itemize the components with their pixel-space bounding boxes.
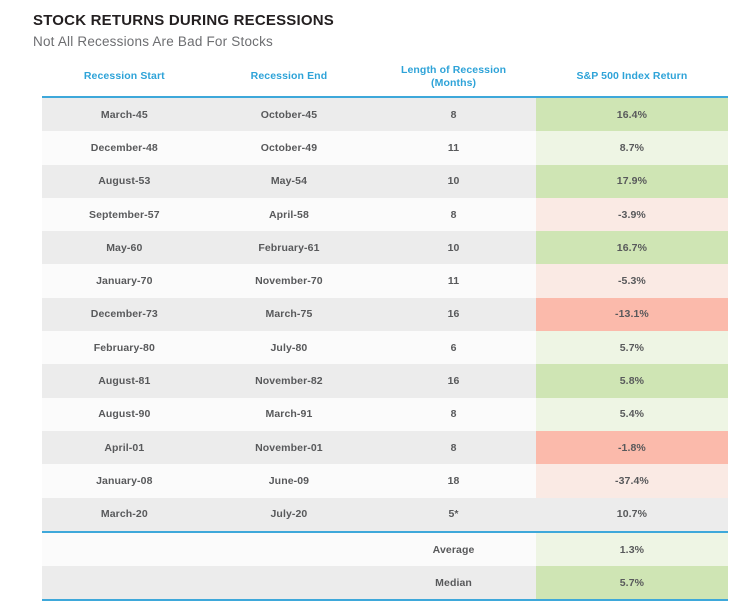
column-header-sp500-return: S&P 500 Index Return xyxy=(576,70,688,83)
table-row: May-60 February-61 10 16.7% xyxy=(42,231,728,265)
cell-recession-end: November-82 xyxy=(255,375,323,388)
table-row: December-73 March-75 16 -13.1% xyxy=(42,297,728,332)
cell-recession-start: January-70 xyxy=(96,275,153,288)
cell-recession-start: December-48 xyxy=(90,141,158,154)
cell-recession-start xyxy=(42,533,207,566)
cell-length: 11 xyxy=(447,141,460,154)
table-row: September-57 April-58 8 -3.9% xyxy=(42,197,728,232)
cell-length: Median xyxy=(435,576,472,589)
page-title: STOCK RETURNS DURING RECESSIONS xyxy=(33,12,334,29)
cell-recession-end: October-49 xyxy=(260,141,318,154)
table-header-row: Recession Start Recession End Length of … xyxy=(42,58,728,96)
cell-recession-start: March-20 xyxy=(100,508,148,521)
header-divider-line xyxy=(42,96,728,98)
cell-recession-end: July-80 xyxy=(270,341,308,354)
table-row: March-45 October-45 8 16.4% xyxy=(42,98,728,132)
cell-return: -13.1% xyxy=(535,297,728,332)
column-header-recession-end: Recession End xyxy=(250,70,328,83)
cell-recession-end: June-09 xyxy=(268,474,310,487)
table-row: April-01 November-01 8 -1.8% xyxy=(42,430,728,465)
cell-recession-start: August-53 xyxy=(98,175,151,188)
cell-recession-end: February-61 xyxy=(258,241,320,254)
table-body: March-45 October-45 8 16.4% December-48 … xyxy=(42,98,728,531)
cell-recession-start xyxy=(42,566,207,599)
cell-recession-end: October-45 xyxy=(260,108,318,121)
cell-return: 16.7% xyxy=(535,231,728,265)
table-row: August-81 November-82 16 5.8% xyxy=(42,364,728,398)
cell-length: 8 xyxy=(450,108,457,121)
cell-recession-start: September-57 xyxy=(88,208,160,221)
cell-recession-end: April-58 xyxy=(268,208,309,221)
column-header-length: Length of Recession (Months) xyxy=(400,63,507,89)
cell-recession-start: February-80 xyxy=(93,341,155,354)
column-header-recession-start: Recession Start xyxy=(83,70,165,83)
cell-length: 10 xyxy=(447,175,460,188)
cell-length: 8 xyxy=(450,441,457,454)
cell-return: -1.8% xyxy=(535,430,728,465)
cell-recession-start: December-73 xyxy=(90,308,158,321)
table-row: December-48 October-49 11 8.7% xyxy=(42,131,728,165)
table-row: Average 1.3% xyxy=(42,532,728,567)
cell-length: 18 xyxy=(447,474,460,487)
cell-length: 8 xyxy=(450,208,457,221)
cell-recession-start: May-60 xyxy=(106,241,143,254)
table-row: Median 5.7% xyxy=(42,566,728,600)
cell-return: -3.9% xyxy=(535,197,728,232)
table-row: August-53 May-54 10 17.9% xyxy=(42,164,728,198)
cell-return: 5.7% xyxy=(535,566,728,600)
cell-return: 5.8% xyxy=(535,364,728,398)
cell-recession-end xyxy=(207,566,372,599)
cell-length: 16 xyxy=(447,308,460,321)
cell-return: 8.7% xyxy=(535,131,728,165)
cell-length: 11 xyxy=(447,275,460,288)
cell-return: -5.3% xyxy=(535,264,728,298)
summary-divider-line xyxy=(42,530,728,533)
cell-recession-end: November-01 xyxy=(255,441,323,454)
cell-recession-end: March-75 xyxy=(265,308,313,321)
cell-return: 16.4% xyxy=(535,98,728,132)
page-subtitle: Not All Recessions Are Bad For Stocks xyxy=(33,34,273,49)
table-row: January-70 November-70 11 -5.3% xyxy=(42,264,728,298)
cell-recession-end xyxy=(207,533,372,566)
cell-return: 5.4% xyxy=(535,397,728,431)
cell-return: 10.7% xyxy=(616,508,648,521)
cell-recession-start: August-90 xyxy=(98,408,151,421)
cell-recession-end: November-70 xyxy=(255,275,323,288)
cell-recession-end: May-54 xyxy=(270,175,308,188)
table-row: August-90 March-91 8 5.4% xyxy=(42,397,728,431)
cell-length: 16 xyxy=(447,375,460,388)
cell-recession-start: April-01 xyxy=(104,441,145,454)
cell-recession-start: January-08 xyxy=(96,474,153,487)
cell-length: 6 xyxy=(450,341,457,354)
cell-recession-start: March-45 xyxy=(100,108,148,121)
cell-length: 8 xyxy=(450,408,457,421)
cell-return: 1.3% xyxy=(535,532,728,567)
bottom-border-line xyxy=(42,599,728,602)
cell-recession-start: August-81 xyxy=(98,375,151,388)
table-row: February-80 July-80 6 5.7% xyxy=(42,331,728,365)
table-row: January-08 June-09 18 -37.4% xyxy=(42,464,728,498)
cell-return: 17.9% xyxy=(535,164,728,198)
cell-recession-end: July-20 xyxy=(270,508,308,521)
cell-return: -37.4% xyxy=(535,464,728,498)
table-summary: Average 1.3% Median 5.7% xyxy=(42,532,728,600)
cell-length: Average xyxy=(432,543,475,556)
cell-length: 10 xyxy=(447,241,460,254)
cell-recession-end: March-91 xyxy=(265,408,313,421)
cell-return: 5.7% xyxy=(535,331,728,365)
recession-table: Recession Start Recession End Length of … xyxy=(42,58,728,602)
table-row: March-20 July-20 5* 10.7% xyxy=(42,497,728,531)
cell-length: 5* xyxy=(448,508,459,521)
